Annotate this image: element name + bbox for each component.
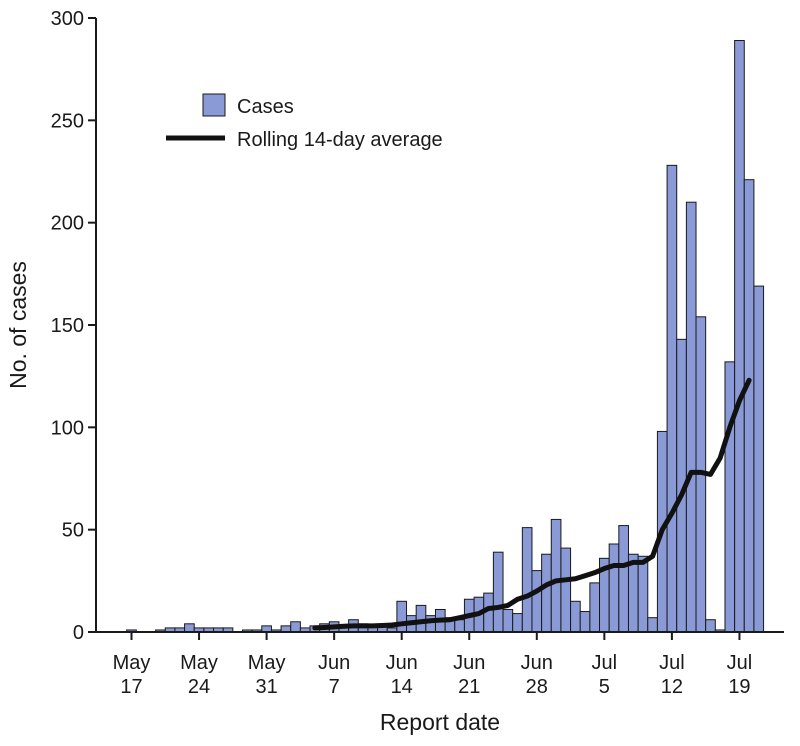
bar-day-50 [608,543,620,633]
x-tick-label-month: Jun [521,652,553,674]
bar-day-51 [618,525,629,633]
x-tick-label-month: Jul [727,652,753,674]
bar-day-42 [531,570,543,633]
bar-day-44 [550,518,562,633]
bar-day-40 [512,613,523,633]
y-tick-label: 300 [51,8,84,30]
bar-day-28 [396,600,408,633]
bar-day-39 [502,608,514,633]
bar-day-6 [184,623,195,633]
y-axis-ticks: 0 50 100 150 200 250 300 [51,8,96,644]
x-tick-label-day: 21 [458,676,480,698]
bar-day-41 [521,527,533,633]
y-tick-label: 0 [73,622,84,644]
bar-day-56 [666,164,678,633]
x-tick-label-month: May [113,652,151,674]
x-tick-label-day: 19 [728,676,750,698]
x-tick-label-day: 7 [329,676,340,698]
bar-day-43 [541,553,552,633]
y-axis-title: No. of cases [5,261,31,389]
legend-cases-swatch [202,93,226,117]
x-axis-title: Report date [380,709,500,735]
bar-day-64 [743,179,755,633]
bar-day-38 [492,551,504,633]
y-tick-label: 50 [62,520,84,542]
x-tick-label-month: May [248,652,286,674]
bar-day-65 [753,285,765,633]
y-tick-label: 100 [51,417,84,439]
x-axis-ticks: May17May24May31Jun7Jun14Jun21Jun28Jul5Ju… [113,632,753,698]
x-tick-label-day: 5 [599,676,610,698]
y-tick-label: 250 [51,110,84,132]
x-tick-label-day: 28 [526,676,548,698]
x-tick-label-day: 14 [391,676,413,698]
bar-day-48 [589,582,601,633]
x-tick-label-day: 17 [120,676,142,698]
x-tick-label-day: 12 [661,676,683,698]
bar-day-60 [705,619,716,633]
y-tick-label: 150 [51,315,84,337]
bar-day-54 [647,617,658,633]
bar-day-17 [290,621,301,633]
x-tick-label-month: Jun [318,652,350,674]
x-tick-label-month: May [180,652,218,674]
x-tick-label-month: Jul [659,652,685,674]
x-tick-label-day: 31 [255,676,277,698]
bar-day-30 [415,604,427,633]
bar-day-34 [454,619,465,633]
bar-day-58 [685,201,697,633]
bar-day-63 [734,40,745,633]
bar-day-47 [579,611,591,633]
y-tick-label: 200 [51,213,84,235]
legend: Cases Rolling 14-day average [166,93,443,151]
bar-day-46 [570,600,581,633]
legend-cases-label: Cases [237,96,294,118]
bar-day-45 [560,547,572,633]
bar-series-cases [126,40,765,633]
bar-day-53 [637,555,649,633]
x-tick-label-day: 24 [188,676,210,698]
legend-average-label: Rolling 14-day average [237,129,443,151]
x-tick-label-month: Jun [386,652,418,674]
rolling-average-line [312,377,752,631]
x-tick-label-month: Jul [592,652,618,674]
x-tick-label-month: Jun [453,652,485,674]
bar-day-62 [724,361,736,633]
